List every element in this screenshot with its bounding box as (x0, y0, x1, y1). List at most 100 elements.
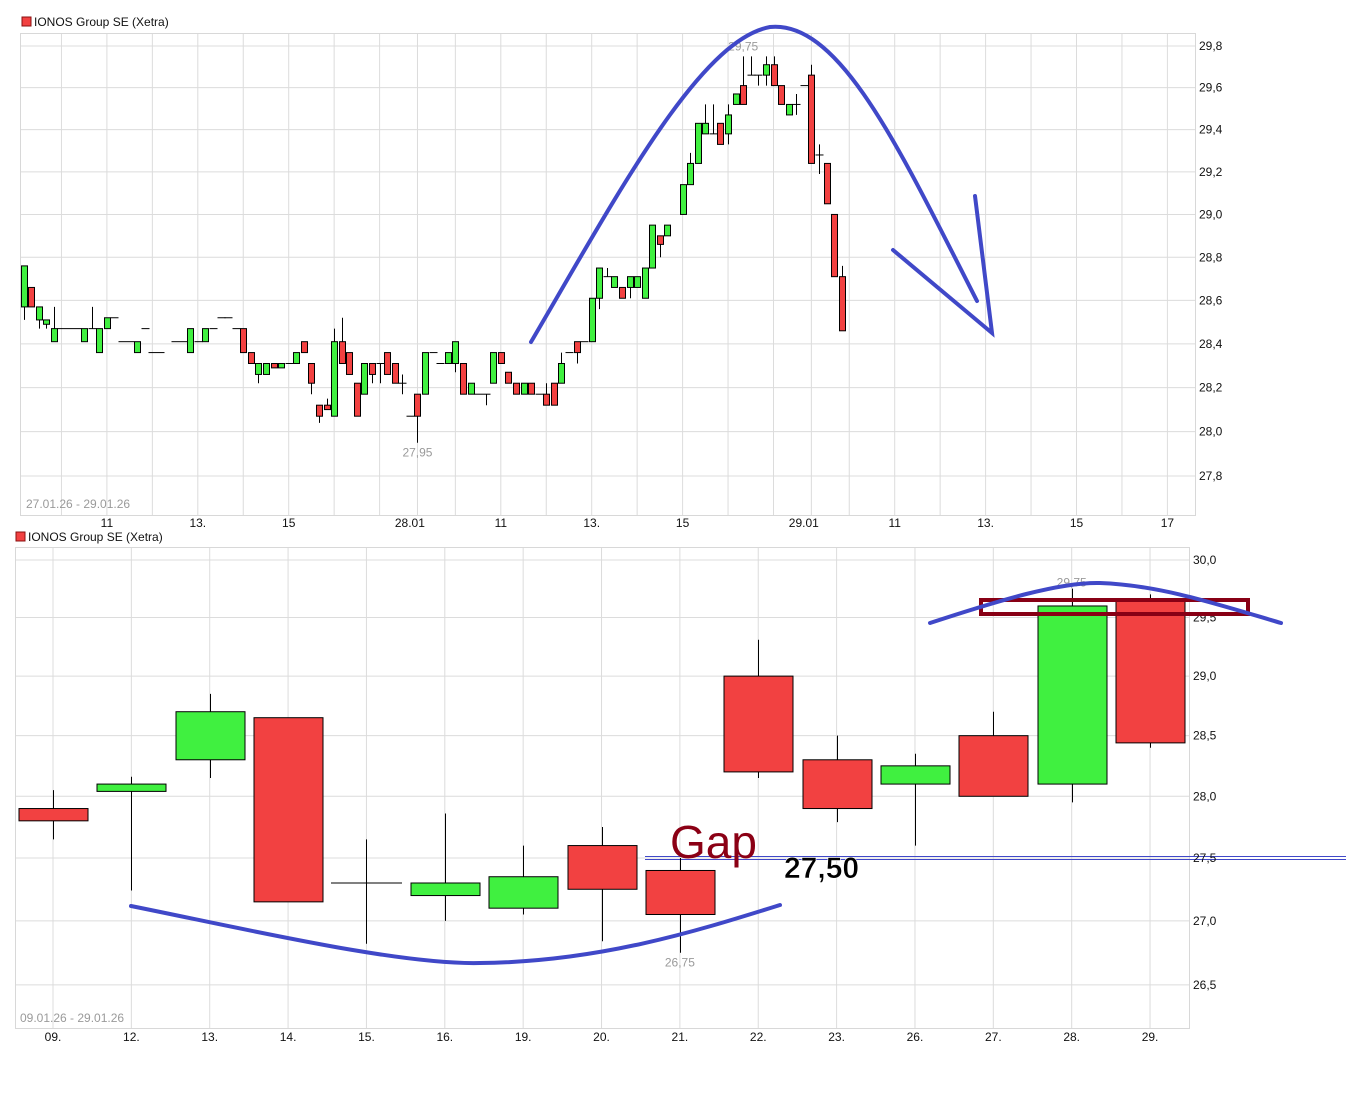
candle-body (528, 382, 535, 395)
candle-body (361, 363, 368, 395)
x-tick-label: 11 (888, 516, 901, 530)
candle-2 (175, 693, 246, 778)
x-tick-label: 15 (282, 516, 296, 530)
candle-body (324, 404, 331, 411)
candle-body (414, 393, 421, 417)
plot-frame (15, 547, 1190, 1029)
candle-body (51, 328, 58, 343)
candle-body (248, 352, 255, 365)
candle-body (513, 382, 520, 395)
candle-body (104, 317, 111, 330)
y-tick-label: 28,0 (1199, 425, 1223, 439)
candle-body (240, 328, 247, 354)
x-tick-label: 13. (201, 1030, 218, 1044)
grid (20, 33, 1195, 515)
candle-95 (754, 74, 763, 86)
candle-body (634, 276, 641, 288)
candle-77 (611, 276, 618, 288)
candle-78 (619, 286, 626, 299)
arrow-down-icon (891, 194, 995, 338)
candle-body (28, 286, 35, 308)
y-tick-label: 27,5 (1193, 851, 1217, 865)
candle-6 (488, 845, 559, 915)
candle-body (422, 352, 429, 395)
candle-body (43, 319, 50, 325)
y-tick-label: 29,6 (1199, 81, 1223, 95)
x-tick-label: 11 (101, 516, 114, 530)
candle-body (175, 711, 246, 761)
candle-body (664, 224, 671, 237)
candle-94 (747, 56, 756, 76)
y-tick-label: 27,0 (1193, 914, 1217, 928)
candle-105 (831, 213, 838, 278)
arc-annotation-bottom (129, 903, 782, 966)
candle-46 (376, 363, 385, 384)
candle-91 (725, 104, 732, 145)
candle-96 (763, 56, 770, 86)
candle-56 (452, 341, 459, 373)
candle-11 (880, 753, 951, 846)
x-tick-label: 29.01 (789, 516, 819, 530)
date-range: 09.01.26 - 29.01.26 (20, 1011, 124, 1025)
candle-1 (96, 776, 167, 891)
y-tick-label: 28,2 (1199, 381, 1223, 395)
y-tick-label: 27,8 (1199, 469, 1223, 483)
candle-31 (263, 363, 270, 375)
candle-61 (490, 352, 497, 384)
candle-body (339, 341, 346, 365)
candle-body (611, 276, 618, 288)
candle-102 (808, 64, 815, 164)
x-tick-label: 15 (676, 516, 690, 530)
candle-0 (21, 265, 28, 320)
x-tick-label: 29. (1142, 1030, 1159, 1044)
gap-label: Gap (670, 816, 757, 868)
candle-106 (839, 265, 846, 332)
candle-3 (253, 717, 324, 903)
x-tick-label: 19. (515, 1030, 532, 1044)
candle-body (452, 341, 459, 365)
y-tick-label: 28,6 (1199, 293, 1223, 307)
plot-frame (20, 33, 1196, 516)
candle-44 (361, 363, 368, 395)
candle-68 (543, 383, 550, 406)
x-tick-label: 21. (672, 1030, 689, 1044)
x-tick-label: 13. (189, 516, 206, 530)
candle-55 (445, 352, 452, 365)
candle-104 (824, 162, 831, 205)
candle-2 (36, 306, 43, 329)
candle-body (490, 352, 497, 384)
candle-body (21, 265, 28, 308)
candle-103 (815, 144, 824, 175)
candle-body (642, 267, 649, 299)
candle-79 (627, 276, 634, 299)
x-tick-label: 23. (828, 1030, 845, 1044)
x-tick-label: 17 (1161, 516, 1175, 530)
candle-45 (369, 363, 376, 384)
y-tick-label: 26,5 (1193, 978, 1217, 992)
candle-body (308, 363, 315, 384)
candle-body (460, 363, 467, 395)
candle-body (543, 393, 550, 406)
candles (21, 56, 846, 443)
candle-43 (354, 382, 361, 417)
candle-13 (1037, 588, 1108, 803)
candle-body (271, 363, 278, 369)
x-tick-label: 28.01 (395, 516, 425, 530)
candle-8 (81, 328, 88, 343)
candle-48 (392, 363, 399, 384)
x-tick-label: 15 (1070, 516, 1084, 530)
candle-body (702, 122, 709, 135)
candle-body (717, 122, 724, 145)
low-price-label: 26,75 (665, 956, 695, 970)
candle-body (187, 328, 194, 354)
candle-86 (687, 152, 694, 186)
candle-85 (680, 184, 687, 215)
candle-38 (316, 404, 323, 423)
candle-body (723, 675, 794, 773)
candle-92 (733, 93, 740, 105)
candle-body (831, 213, 838, 278)
candle-30 (255, 363, 262, 384)
candle-body (36, 306, 43, 321)
candle-47 (384, 352, 391, 375)
